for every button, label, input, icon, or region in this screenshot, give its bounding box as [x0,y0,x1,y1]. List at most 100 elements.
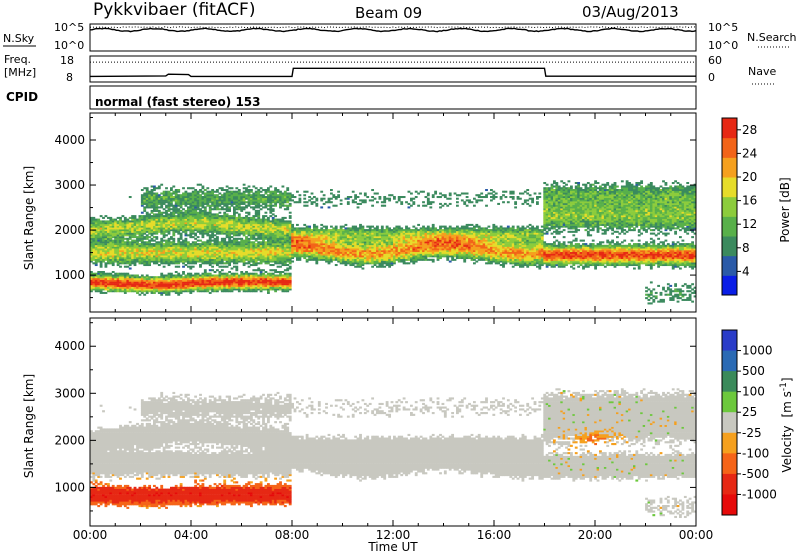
power-cell [228,209,232,212]
power-cell [194,281,198,284]
power-cell [123,278,127,281]
power-cell [187,251,190,254]
power-cell [240,192,244,195]
power-cell [155,260,159,263]
power-cell [172,225,176,228]
power-cell [211,279,215,282]
power-cell [211,246,215,249]
power-cell [296,232,299,235]
power-cell [121,229,125,232]
power-cell [356,251,360,254]
power-cell [383,196,387,199]
power-cell [162,250,166,253]
power-cell [211,213,215,216]
power-cell [371,196,375,199]
power-cell [376,243,379,246]
power-cell [298,194,302,197]
power-cell [179,213,183,216]
power-cell [225,227,229,230]
power-cell [390,248,394,251]
power-cell [237,192,241,195]
power-cell [97,225,101,228]
power-cell [90,248,93,251]
power-cell [194,244,198,247]
power-cell [208,241,212,244]
power-cell [111,264,115,267]
power-cell [170,237,173,240]
power-cell [250,272,253,275]
power-cell [182,187,185,190]
power-cell [225,197,229,200]
power-cell [174,204,178,207]
power-cell [225,253,229,256]
power-cell [182,279,185,282]
power-cell [165,216,168,219]
power-cell [165,215,168,218]
power-cell [288,220,292,223]
power-cell [220,187,224,190]
power-cell [274,255,278,258]
power-cell [223,197,227,200]
power-cell [143,202,147,205]
power-cell [187,260,190,263]
power-cell [225,192,229,195]
power-cell [237,284,241,287]
power-cell [208,258,212,261]
power-cell [199,251,202,254]
power-cell [194,227,198,230]
power-cell [245,201,248,204]
power-cell [199,190,202,193]
power-cell [223,215,227,218]
power-cell [267,286,270,289]
power-cell [160,229,164,232]
power-cell [92,278,96,281]
power-cell [150,222,154,225]
power-cell [170,201,173,204]
power-cell [109,257,113,260]
power-cell [211,258,215,261]
power-cell [165,230,168,233]
power-cell [216,222,219,225]
power-cell [162,283,166,286]
power-cell [102,232,105,235]
power-cell [160,213,164,216]
power-cell [208,213,212,216]
power-cell [201,279,205,282]
power-cell [184,290,188,293]
power-cell [252,274,256,277]
power-cell [213,225,217,228]
power-cell [172,199,176,202]
power-cell [276,283,280,286]
power-cell [109,260,113,263]
power-cell [201,286,205,289]
power-cell [320,206,324,209]
power-cell [274,274,278,277]
power-cell [213,216,217,219]
power-cell [211,269,215,272]
power-cell [269,201,273,204]
power-cell [182,260,185,263]
power-cell [405,262,408,265]
power-cell [145,194,149,197]
power-cell [123,248,127,251]
power-cell [254,211,258,214]
power-cell [97,279,101,282]
power-cell [223,239,227,242]
power-cell [240,251,244,254]
power-cell [121,272,125,275]
power-cell [242,272,246,275]
power-cell [240,283,244,286]
power-cell [194,197,198,200]
power-cell [128,248,132,251]
power-cell [380,239,384,242]
power-cell [354,255,358,258]
power-cell [92,284,96,287]
power-cell [208,229,212,232]
power-cell [279,239,282,242]
power-cell [153,283,156,286]
power-cell [167,255,171,258]
power-cell [155,187,159,190]
power-cell [334,258,338,261]
power-cell [128,232,132,235]
power-cell [390,194,394,197]
